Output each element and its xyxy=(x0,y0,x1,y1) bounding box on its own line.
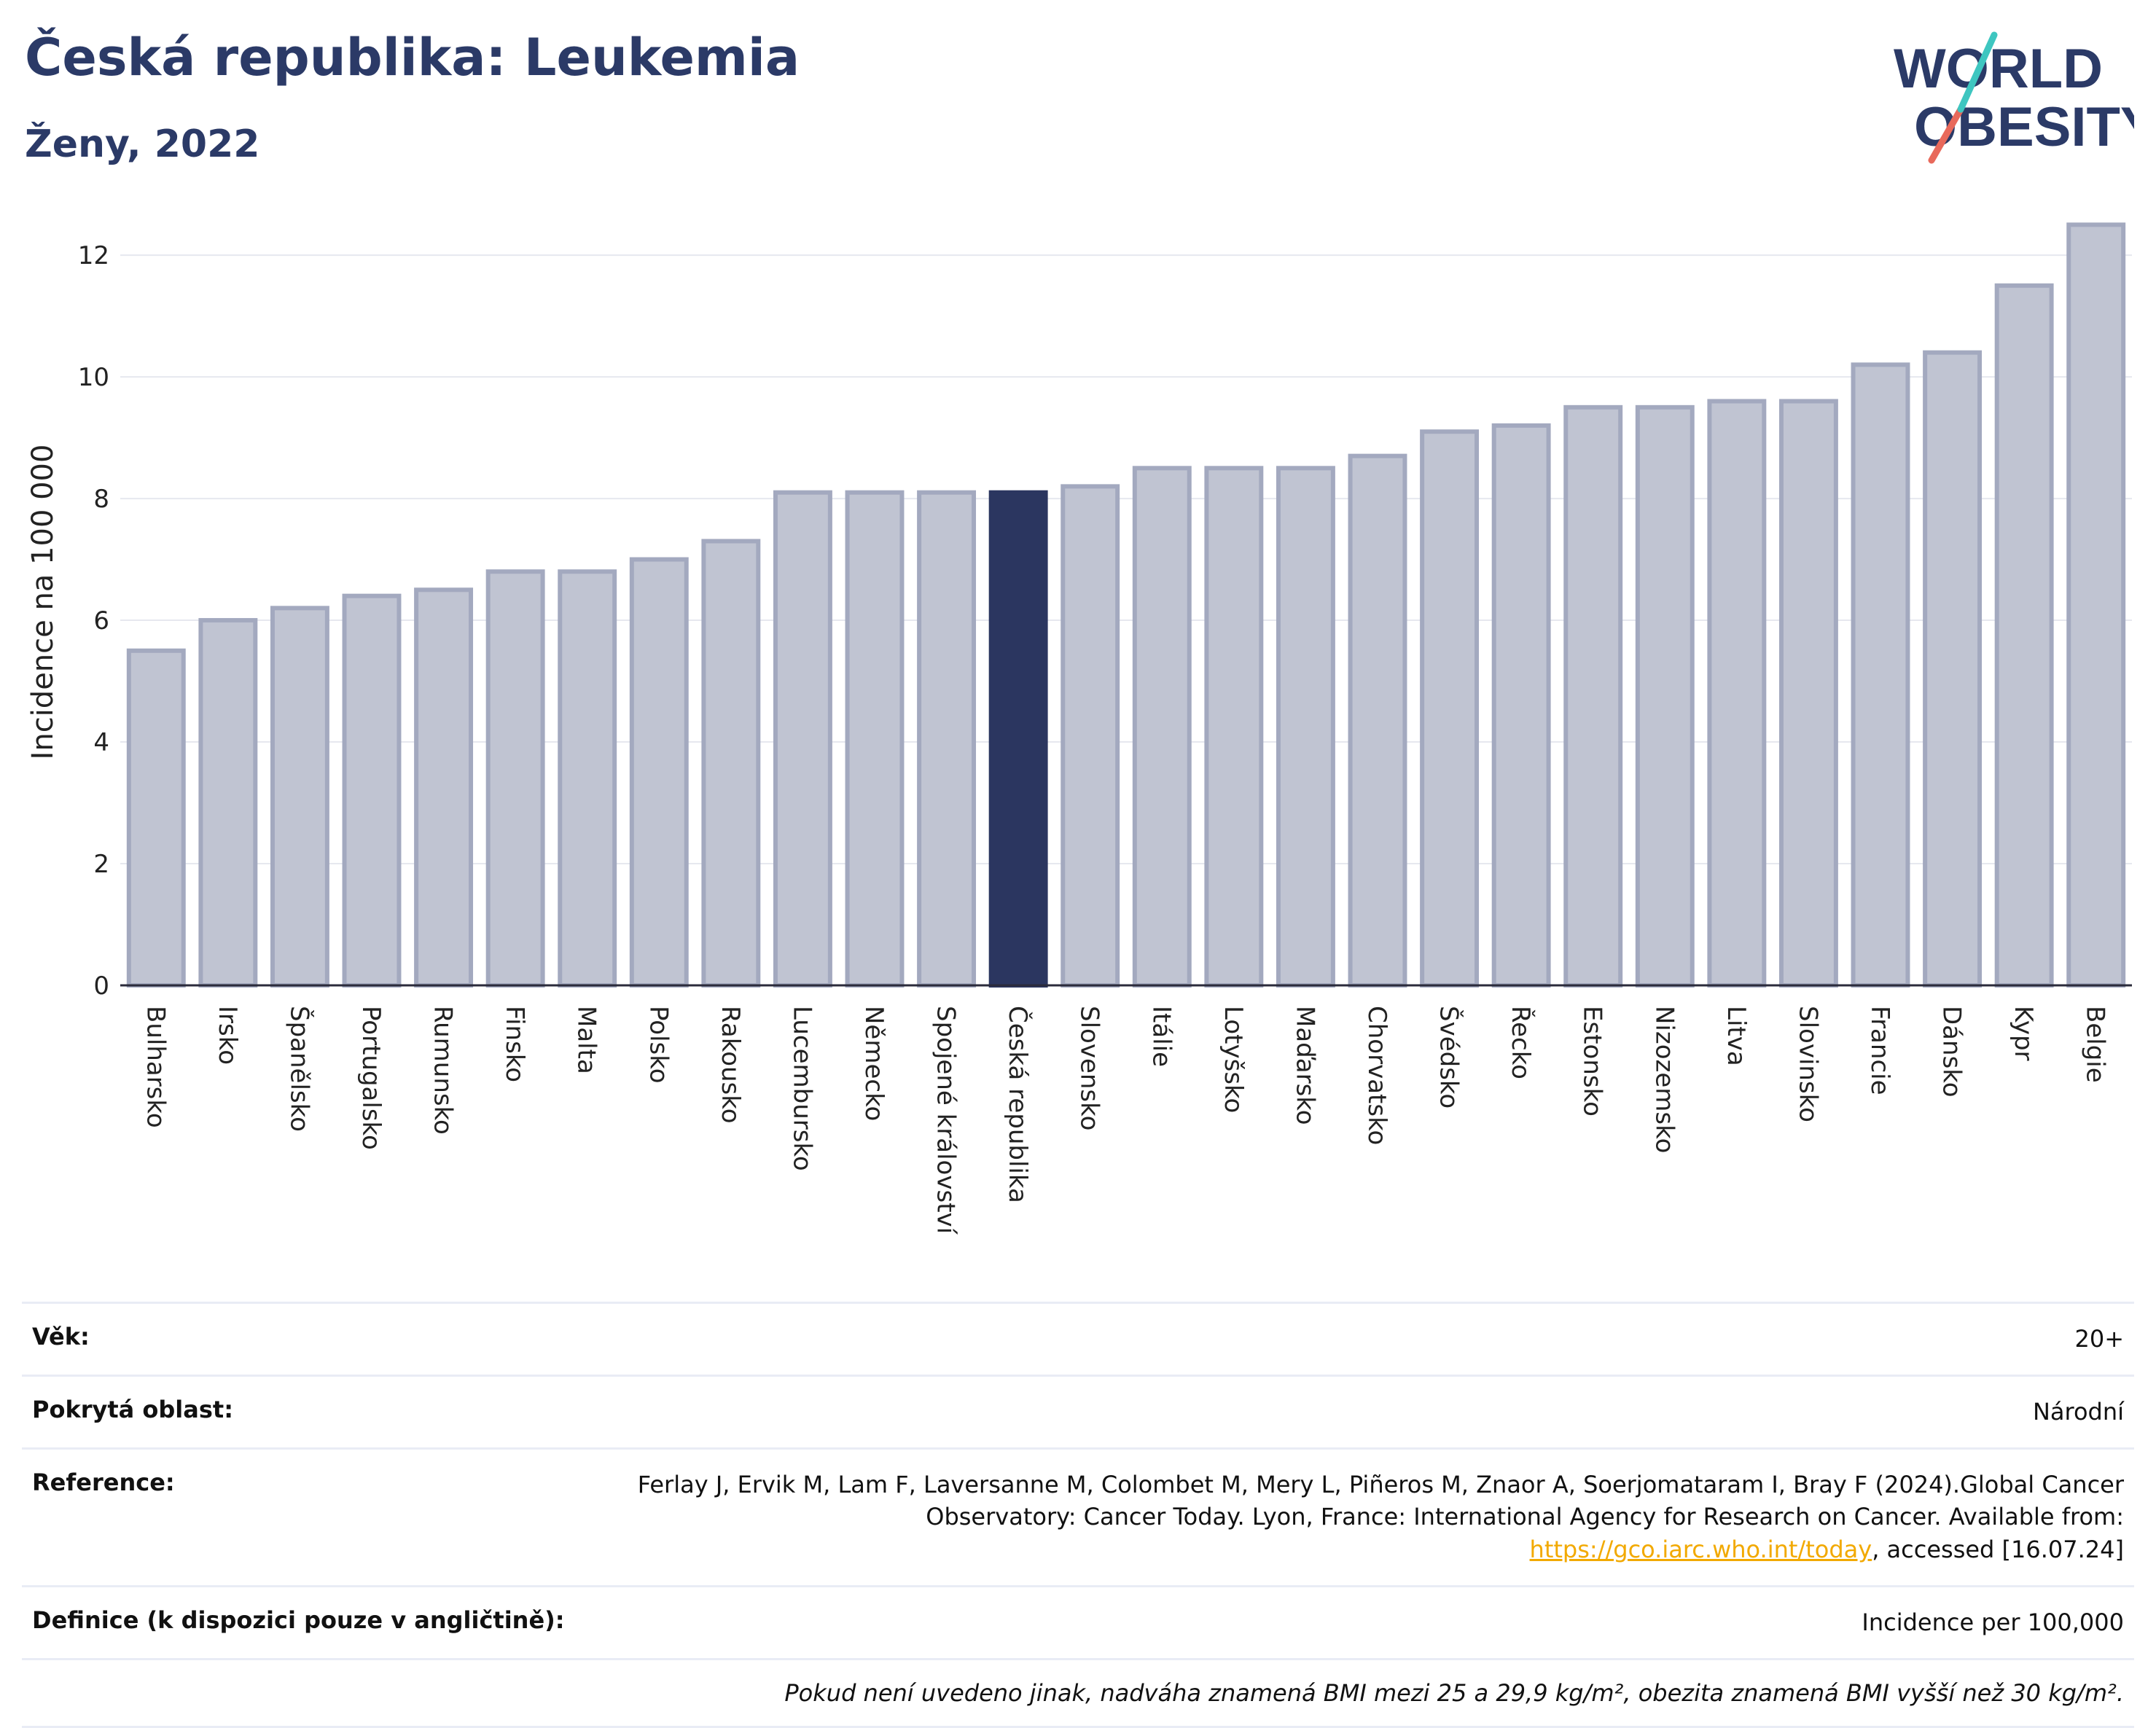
x-tick-label: Maďarsko xyxy=(1290,1006,1319,1125)
x-tick-label: Česká republika xyxy=(1003,1006,1033,1203)
x-tick-label: Bulharsko xyxy=(141,1006,170,1128)
bar-Spojené království xyxy=(917,490,977,988)
x-tick-label: Slovensko xyxy=(1075,1006,1104,1130)
definition-value: Incidence per 100,000 xyxy=(1862,1608,2124,1636)
x-tick-label: Španělsko xyxy=(284,1006,314,1132)
x-tick-label: Portugalsko xyxy=(356,1006,386,1150)
y-tick-label: 8 xyxy=(93,485,109,514)
x-tick-label: Chorvatsko xyxy=(1362,1006,1391,1145)
bar-Francie xyxy=(1851,362,1910,988)
reference-text: Ferlay J, Ervik M, Lam F, Laversanne M, … xyxy=(637,1470,2124,1531)
reference-link[interactable]: https://gco.iarc.who.int/today xyxy=(1529,1536,1872,1564)
area-value: Národní xyxy=(2032,1397,2124,1426)
bar-Německo xyxy=(845,490,905,988)
reference-value: Ferlay J, Ervik M, Lam F, Laversanne M, … xyxy=(630,1469,2124,1566)
definition-label: Definice (k dispozici pouze v angličtině… xyxy=(32,1606,565,1634)
bar-Nizozemsko xyxy=(1635,404,1695,988)
bar-Kypr xyxy=(1994,283,2054,988)
x-tick-label: Estonsko xyxy=(1578,1006,1607,1117)
area-label: Pokrytá oblast: xyxy=(32,1395,233,1423)
info-table: Věk: 20+ Pokrytá oblast: Národní Referen… xyxy=(22,1302,2134,1728)
bar-Španělsko xyxy=(270,606,329,988)
x-tick-label: Německo xyxy=(859,1006,888,1121)
x-tick-label: Belgie xyxy=(2081,1006,2110,1083)
bar-Rumunsko xyxy=(414,587,474,988)
x-tick-label: Rakousko xyxy=(716,1006,745,1124)
y-axis-ticks: 0 2 4 6 8 10 12 xyxy=(78,241,109,1001)
bar-Řecko xyxy=(1491,423,1551,988)
bar-Estonsko xyxy=(1563,404,1623,988)
logo-slash-teal xyxy=(1957,31,1998,113)
x-tick-label: Nizozemsko xyxy=(1649,1006,1679,1153)
logo-slash-red xyxy=(1928,106,1964,164)
bars xyxy=(126,222,2126,988)
y-axis-label: Incidence na 100 000 xyxy=(26,445,60,760)
world-obesity-logo: WORLD OBESITY xyxy=(1894,31,2134,164)
bar-Slovensko xyxy=(1061,484,1120,988)
bmi-note: Pokud není uvedeno jinak, nadváha znamen… xyxy=(784,1678,2124,1707)
bar-Malta xyxy=(558,569,617,988)
age-value: 20+ xyxy=(2074,1325,2124,1353)
x-tick-label: Itálie xyxy=(1147,1006,1176,1067)
bar-Česká republika xyxy=(988,490,1048,988)
page-title: Česká republika: Leukemia xyxy=(25,28,800,87)
x-tick-label: Polsko xyxy=(644,1006,673,1084)
x-tick-label: Francie xyxy=(1865,1006,1894,1095)
x-tick-label: Lotyšsko xyxy=(1219,1006,1248,1113)
bar-Irsko xyxy=(198,618,258,988)
age-label: Věk: xyxy=(32,1323,90,1350)
bar-Švédsko xyxy=(1420,429,1480,988)
y-tick-label: 0 xyxy=(93,971,109,1001)
page-subtitle: Ženy, 2022 xyxy=(25,122,260,166)
x-tick-label: Řecko xyxy=(1506,1006,1536,1079)
bar-Lotyšsko xyxy=(1204,466,1264,988)
bar-Polsko xyxy=(629,557,689,988)
bar-Chorvatsko xyxy=(1348,453,1407,988)
bar-Belgie xyxy=(2066,222,2126,988)
bar-Litva xyxy=(1707,399,1767,988)
y-tick-label: 4 xyxy=(93,728,109,757)
bar-Maďarsko xyxy=(1276,466,1335,988)
x-tick-label: Kypr xyxy=(2009,1006,2038,1061)
x-tick-label: Lucembursko xyxy=(787,1006,816,1171)
bar-Itálie xyxy=(1132,466,1192,988)
x-tick-label: Malta xyxy=(572,1006,601,1074)
x-axis-ticks: Bulharsko Irsko Španělsko Portugalsko Rumuns… xyxy=(141,1006,2109,1235)
x-tick-label: Litva xyxy=(1722,1006,1751,1066)
y-tick-label: 6 xyxy=(93,606,109,636)
x-tick-label: Dánsko xyxy=(1937,1006,1966,1098)
bar-chart: 0 2 4 6 8 10 12 Bulharsko Irsko Španělsko Portuga… xyxy=(26,222,2132,1235)
x-tick-label: Rumunsko xyxy=(429,1006,458,1135)
reference-tail: , accessed [16.07.24] xyxy=(1872,1536,2124,1564)
bar-Bulharsko xyxy=(126,648,186,988)
logo-line1: WORLD xyxy=(1894,38,2103,100)
info-row-reference: Reference: Ferlay J, Ervik M, Lam F, Lav… xyxy=(22,1447,2134,1585)
x-tick-label: Spojené království xyxy=(931,1006,961,1235)
info-row-note: Pokud není uvedeno jinak, nadváha znamen… xyxy=(22,1657,2134,1728)
x-tick-label: Finsko xyxy=(500,1006,529,1082)
x-tick-label: Irsko xyxy=(213,1006,242,1065)
bar-Slovinsko xyxy=(1778,399,1838,988)
x-tick-label: Slovinsko xyxy=(1793,1006,1822,1122)
bar-Dánsko xyxy=(1923,350,1983,988)
info-row-area: Pokrytá oblast: Národní xyxy=(22,1374,2134,1447)
info-row-definition: Definice (k dispozici pouze v angličtině… xyxy=(22,1584,2134,1658)
bar-Portugalsko xyxy=(342,593,402,988)
y-tick-label: 10 xyxy=(78,363,109,392)
x-tick-label: Švédsko xyxy=(1434,1006,1464,1109)
y-tick-label: 2 xyxy=(93,850,109,879)
bar-Rakousko xyxy=(701,539,761,988)
bar-Lucembursko xyxy=(773,490,832,988)
reference-label: Reference: xyxy=(32,1468,175,1496)
info-row-age: Věk: 20+ xyxy=(22,1302,2134,1375)
bar-Finsko xyxy=(485,569,545,988)
y-tick-label: 12 xyxy=(78,241,109,270)
